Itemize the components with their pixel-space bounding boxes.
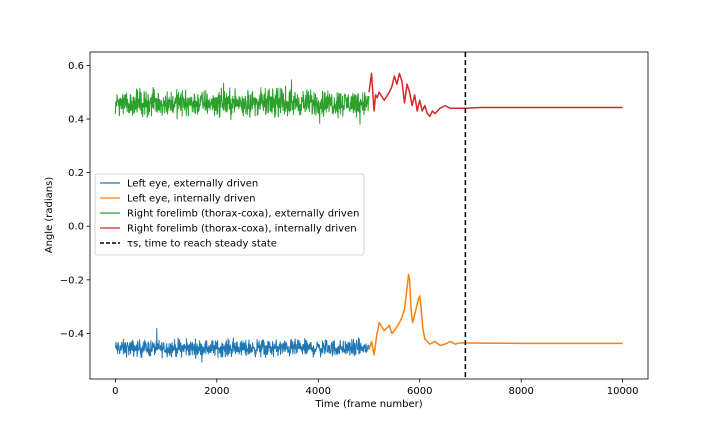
series-line-3 — [368, 72, 623, 118]
legend-box — [94, 173, 365, 256]
legend-label-2: Right forelimb (thorax-coxa), externally… — [127, 209, 359, 220]
y-tick-label: 0.2 — [68, 168, 84, 179]
legend-label-3: Right forelimb (thorax-coxa), internally… — [127, 224, 357, 235]
y-tick-label: 0.4 — [68, 115, 84, 126]
y-axis-label: Angle (radians) — [44, 177, 55, 254]
y-tick-label: −0.4 — [60, 329, 84, 340]
x-axis-label: Time (frame number) — [314, 399, 422, 410]
y-tick-label: 0.0 — [68, 222, 84, 233]
plot-frame — [89, 51, 649, 380]
series-line-2 — [114, 79, 370, 125]
x-tick-label: 0 — [112, 386, 118, 397]
x-tick-label: 4000 — [306, 386, 331, 397]
series-layer — [114, 72, 623, 363]
y-tick-label: 0.6 — [68, 61, 84, 72]
legend-label-1: Left eye, internally driven — [127, 194, 255, 205]
legend-label-4: τs, time to reach steady state — [127, 239, 277, 250]
y-tick-label: −0.2 — [60, 275, 84, 286]
x-tick-label: 6000 — [407, 386, 432, 397]
series-line-0 — [114, 327, 370, 363]
x-axis: 0 2000 4000 6000 8000 10000 — [112, 379, 639, 397]
x-tick-label: 2000 — [204, 386, 229, 397]
legend-label-0: Left eye, externally driven — [127, 179, 258, 190]
x-tick-label: 10000 — [607, 386, 639, 397]
legend: Left eye, externally driven Left eye, int… — [94, 173, 365, 256]
series-line-1 — [368, 273, 623, 356]
x-tick-label: 8000 — [508, 386, 533, 397]
y-axis: −0.4 −0.2 0.0 0.2 0.4 0.6 — [60, 61, 90, 340]
